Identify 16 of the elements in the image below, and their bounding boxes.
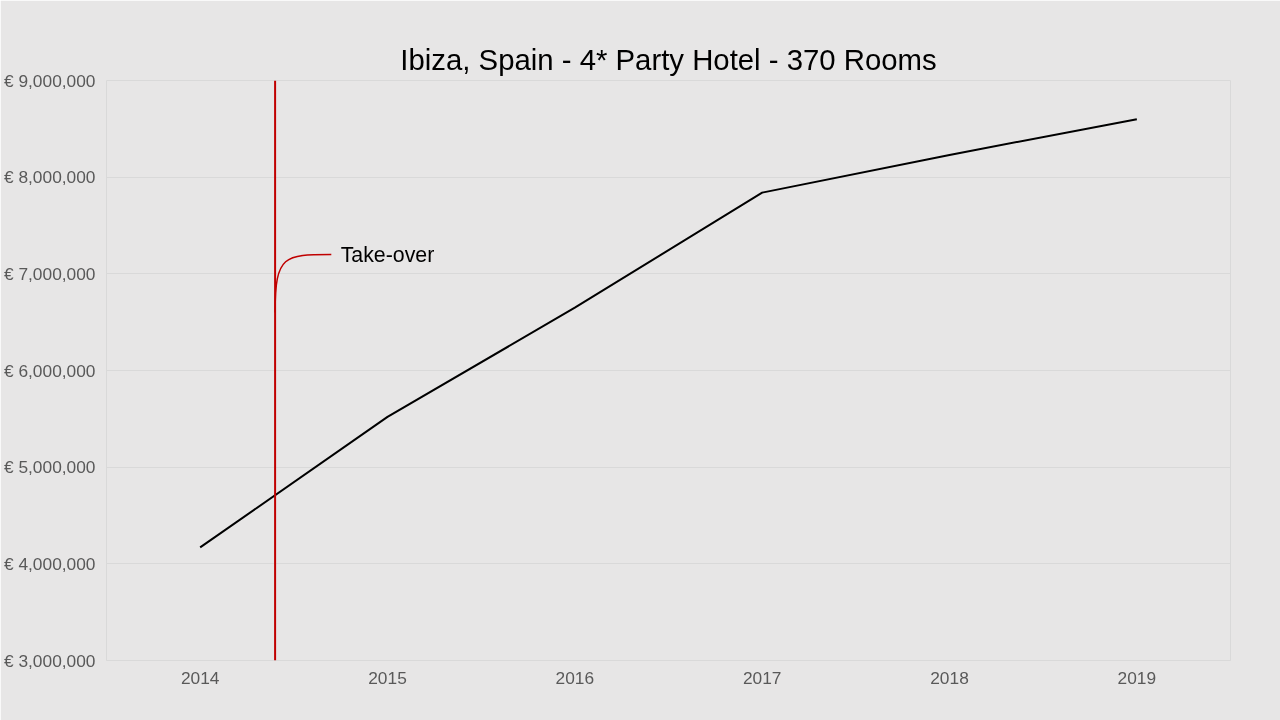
y-tick-label: € 8,000,000: [3, 167, 96, 188]
line-series: [199, 118, 1138, 549]
y-tick-label: € 5,000,000: [3, 457, 96, 478]
x-tick-label: 2014: [180, 667, 220, 688]
chart-title: Ibiza, Spain - 4* Party Hotel - 370 Rooms: [400, 42, 937, 76]
ref-line-label: Take-over: [340, 242, 435, 267]
y-tick-label: € 6,000,000: [3, 360, 96, 381]
y-tick-label: € 7,000,000: [3, 263, 96, 284]
x-tick-label: 2015: [368, 667, 407, 688]
x-tick-label: 2017: [742, 667, 782, 688]
y-tick-label: € 9,000,000: [3, 70, 96, 91]
x-tick-label: 2018: [930, 667, 969, 688]
x-tick-label: 2016: [555, 667, 595, 688]
x-tick-label: 2019: [1117, 667, 1157, 688]
y-tick-label: € 3,000,000: [3, 650, 96, 671]
y-tick-label: € 4,000,000: [3, 553, 96, 574]
